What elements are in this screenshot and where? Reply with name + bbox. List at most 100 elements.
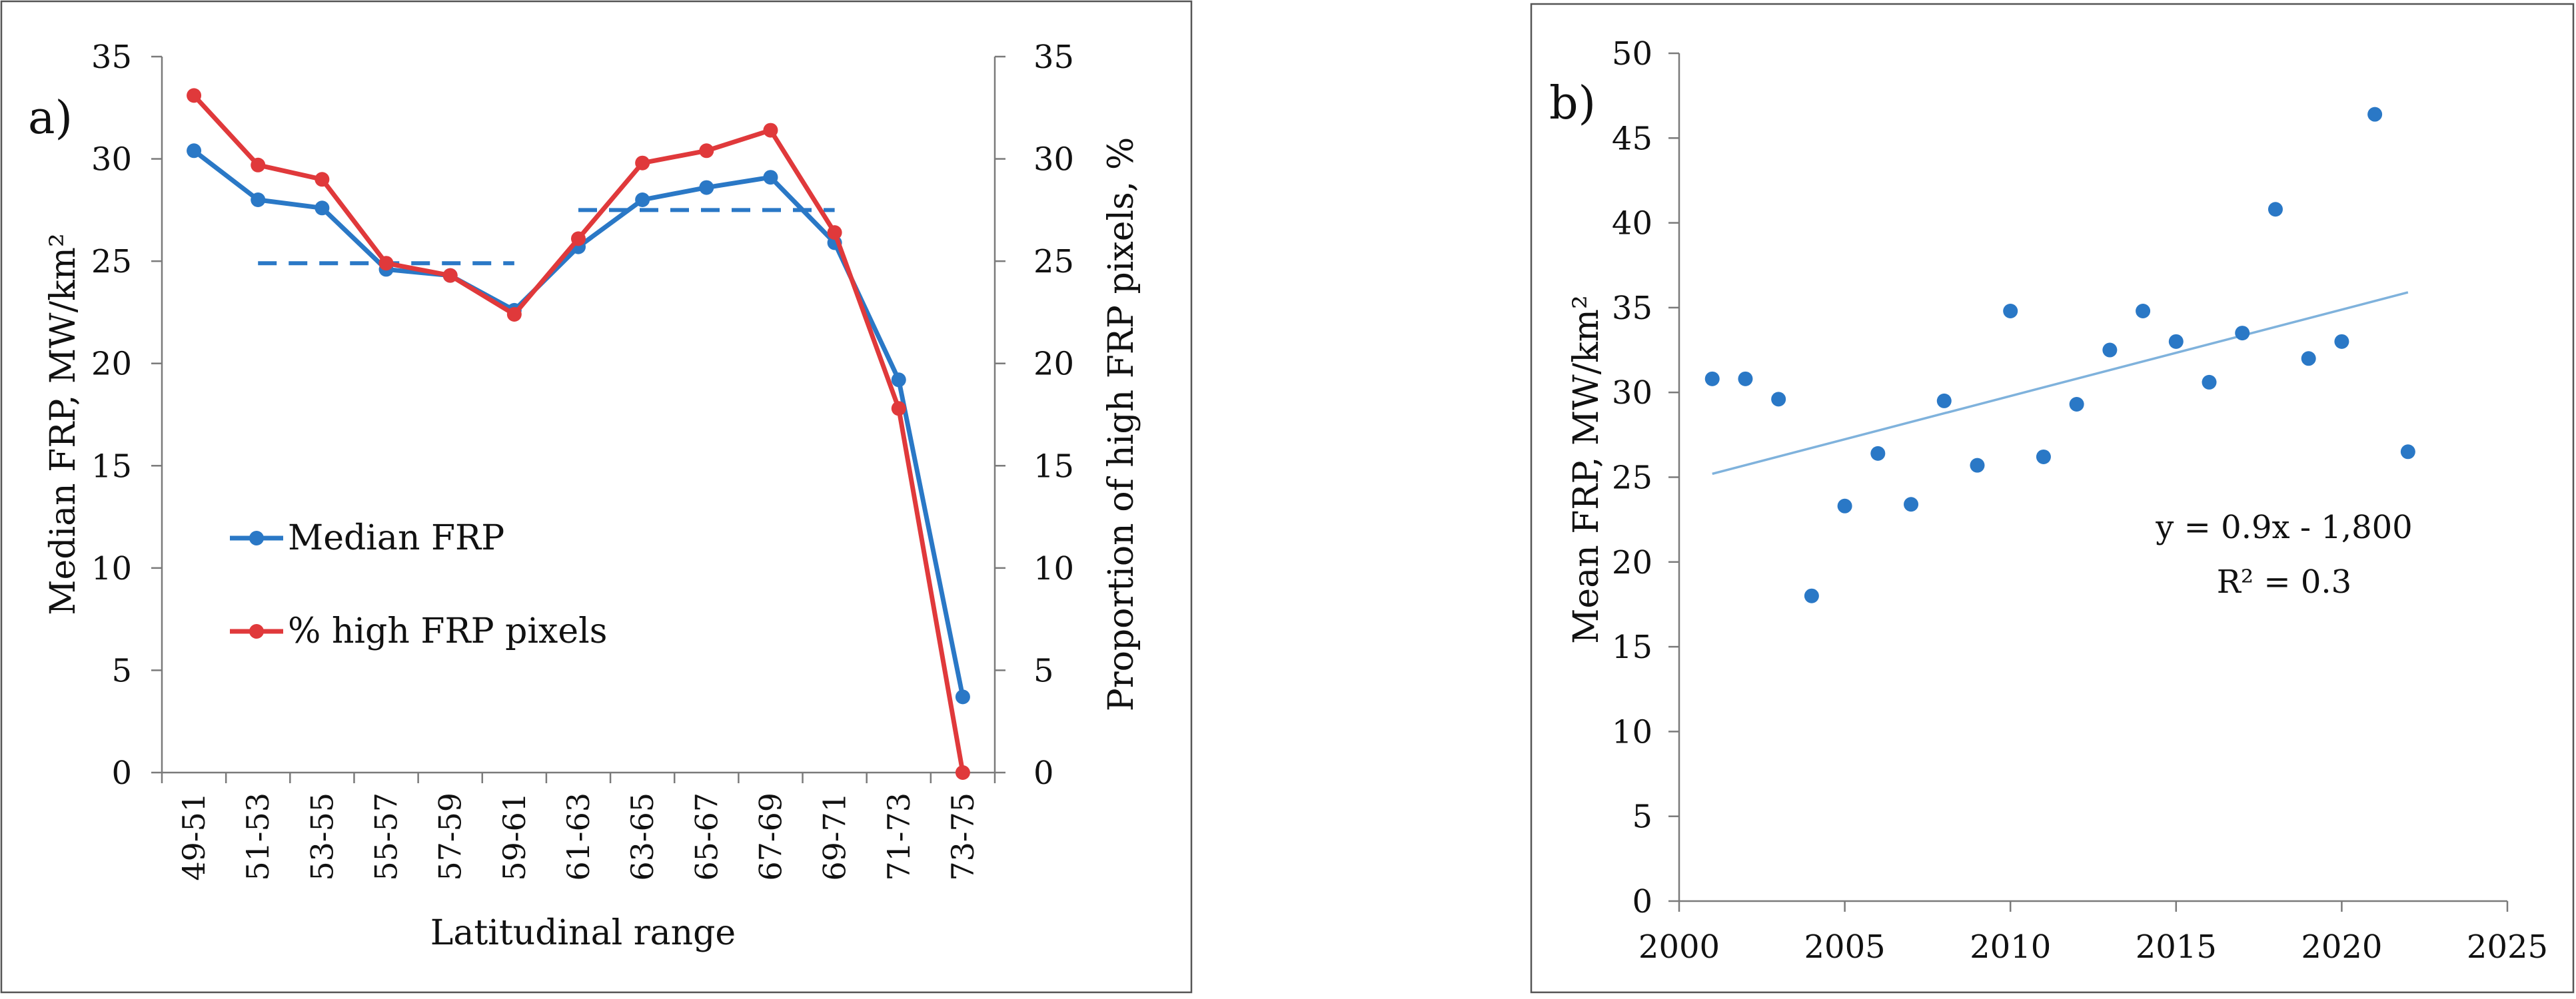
panel-b-data-point [2036, 449, 2051, 464]
panel-b-x-tick-label: 2025 [2467, 928, 2548, 966]
high-frp-pct-point [442, 268, 458, 283]
panel-a-category-label: 59-61 [496, 793, 532, 881]
panel-a-right-tick-label: 10 [1033, 550, 1074, 587]
panel-a-left-tick-label: 15 [91, 448, 132, 485]
panel-a-category-label: 61-63 [560, 793, 596, 881]
high-frp-pct-point [251, 157, 266, 172]
high-frp-pct-point [635, 155, 650, 170]
panel-a-left-tick-label: 10 [91, 550, 132, 587]
panel-b-y-tick-label: 50 [1612, 35, 1652, 73]
panel-a-legend: Median FRP % high FRP pixels [230, 518, 607, 651]
legend-median-label: Median FRP [288, 518, 504, 558]
panel-b-data-point [2267, 202, 2283, 217]
panel-a-left-tick-label: 5 [111, 652, 132, 689]
panel-b-data-point [2102, 342, 2118, 358]
panel-a-right-tick-label: 30 [1033, 141, 1074, 178]
panel-b-y-tick-label: 15 [1612, 629, 1652, 666]
panel-b-data-point [2235, 326, 2250, 341]
panel-b-x-tick-label: 2005 [1804, 928, 1886, 966]
panel-b-data-point [1936, 393, 1952, 408]
high-frp-pct-point [571, 231, 586, 246]
panel-a-right-tick-label: 20 [1033, 346, 1074, 383]
panel-b-x-tick-labels: 2000 2005 2010 2015 2020 2025 [1638, 928, 2548, 966]
panel-b-y-tick-label: 30 [1612, 374, 1652, 412]
high-frp-pct-point [506, 307, 522, 322]
panel-b-data-point [2202, 374, 2217, 390]
panel-b-x-tick-label: 2020 [2301, 928, 2382, 966]
panel-a-left-tick-label: 30 [91, 141, 132, 178]
panel-a-right-tick-label: 35 [1033, 39, 1074, 76]
panel-b-trendline-group [1712, 291, 2409, 476]
high-frp-pct-point [699, 143, 714, 159]
panel-b-data-point [2400, 444, 2415, 460]
high-frp-pct-point [955, 765, 970, 780]
panel-b-data-point [2168, 334, 2184, 349]
panel-a-left-tick-label: 20 [91, 346, 132, 383]
panel-a-left-axis-title: Median FRP, MW/km² [43, 233, 83, 615]
panel-a-right-tick-label: 15 [1033, 448, 1074, 485]
panel-b-points [1704, 107, 2415, 603]
panel-b-y-tick-label: 25 [1612, 460, 1652, 497]
panel-a-series [187, 88, 970, 780]
panel-a-label: a) [28, 92, 73, 145]
panel-a-axes [151, 55, 1005, 783]
panel-a-category-label: 57-59 [432, 793, 468, 881]
panel-b-data-point [1804, 588, 1819, 603]
panel-b-frame [1530, 3, 2575, 994]
panel-b-y-tick-label: 10 [1612, 713, 1652, 751]
median-frp-point [763, 170, 778, 185]
panel-a-right-tick-labels: 0 5 10 15 20 25 30 35 [1033, 39, 1074, 792]
panel-b-y-tick-label: 20 [1612, 544, 1652, 581]
panel-b-y-axis-title: Mean FRP, MW/km² [1567, 295, 1607, 644]
median-frp-point [251, 192, 266, 207]
panel-a-left-tick-label: 0 [111, 755, 132, 792]
panel-b-x-tick-label: 2010 [1970, 928, 2051, 966]
high-frp-pct-point [187, 88, 202, 103]
panel-a-left-tick-labels: 0 5 10 15 20 25 30 35 [91, 39, 132, 792]
panel-b-data-point [2367, 107, 2383, 122]
median-frp-point [635, 192, 650, 207]
median-frp-point [955, 689, 970, 705]
panel-b-data-point [1837, 498, 1852, 513]
legend-high-label: % high FRP pixels [288, 611, 607, 651]
panel-a-line-chart: a) 0 5 10 15 20 25 30 35 0 5 10 15 20 25 30 35 49-51 51… [0, 0, 1193, 994]
panel-a-category-labels: 49-51 51-53 53-55 55-57 57-59 59-61 61-63 63-65… [176, 793, 981, 881]
trendline-r-squared: R² = 0.3 [2217, 563, 2351, 601]
high-frp-pct-line [192, 93, 966, 773]
legend-median-marker [249, 531, 264, 545]
panel-b-axes [1668, 52, 2509, 912]
panel-a-right-axis-title: Proportion of high FRP pixels, % [1101, 137, 1141, 712]
high-frp-pct-point [763, 123, 778, 138]
trendline-equation: y = 0.9x - 1,800 [2155, 509, 2412, 546]
high-frp-pct-point [315, 172, 330, 187]
panel-b-y-tick-label: 0 [1632, 883, 1652, 920]
median-frp-point [699, 180, 714, 195]
panel-b-data-point [2301, 351, 2316, 366]
high-frp-pct-point [378, 256, 394, 271]
panel-a-category-label: 51-53 [240, 793, 276, 881]
panel-a-right-tick-label: 0 [1033, 755, 1054, 792]
panel-a-category-label: 63-65 [624, 793, 660, 881]
panel-b-y-tick-label: 40 [1612, 205, 1652, 242]
panel-a-category-label: 69-71 [817, 793, 853, 881]
panel-a-category-label: 49-51 [176, 793, 212, 881]
median-frp-point [187, 143, 202, 159]
panel-b-data-point [2003, 303, 2018, 318]
panel-a-category-label: 73-75 [945, 793, 981, 881]
panel-b-y-tick-label: 5 [1632, 799, 1652, 836]
panel-a-frame [0, 0, 1193, 994]
panel-a-left-tick-label: 35 [91, 39, 132, 76]
panel-b-trendline [1712, 291, 2409, 476]
median-frp-point [315, 200, 330, 216]
median-frp-point [891, 372, 906, 388]
panel-b-data-point [2136, 303, 2151, 318]
panel-a-x-axis-title: Latitudinal range [430, 913, 736, 953]
panel-a-category-label: 71-73 [881, 793, 917, 881]
panel-b-y-tick-label: 35 [1612, 290, 1652, 327]
panel-a-reference-lines [258, 208, 835, 266]
panel-b-data-point [1771, 392, 1786, 407]
panel-a-right-tick-label: 25 [1033, 243, 1074, 280]
legend-high-marker [249, 624, 264, 639]
panel-b-y-tick-labels: 0 5 10 15 20 25 30 35 40 45 50 [1612, 35, 1652, 920]
